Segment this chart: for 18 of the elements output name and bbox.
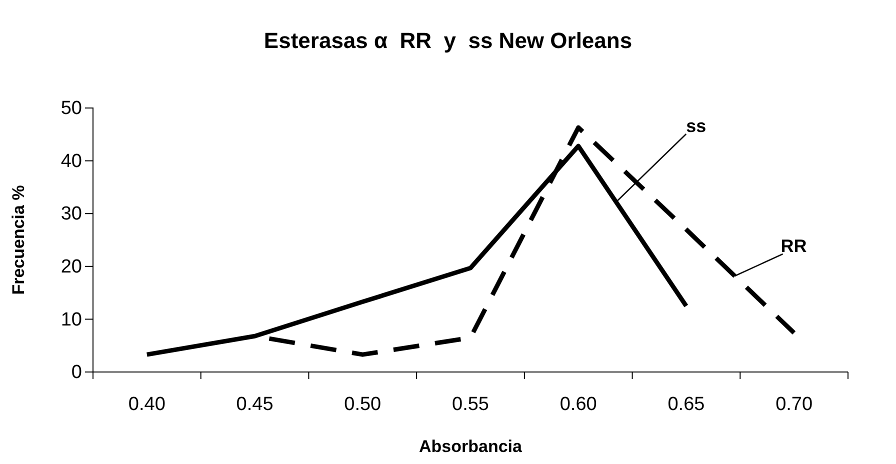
x-tick-label: 0.65 [668,394,705,415]
text: RR [780,236,807,256]
y-tick-label: 20 [60,256,82,278]
y-tick-label: 30 [60,204,82,225]
x-tick-label: 0.60 [560,394,597,415]
y-tick-label: 10 [60,309,82,330]
x-tick-label: 0.50 [344,394,382,415]
chart-title: Esterasas α RR y ss New Orleans [264,28,632,53]
text: ss [686,116,706,136]
y-axis-title: Frecuencia % [9,185,28,295]
x-tick-label: 0.40 [128,394,166,415]
y-tick-label: 0 [71,362,82,384]
y-tick-label: 40 [60,150,82,172]
y-tick-label: 50 [60,98,82,120]
x-tick-label: 0.70 [776,394,813,415]
x-tick-label: 0.55 [452,394,489,415]
x-axis-title: Absorbancia [419,437,523,456]
x-tick-label: 0.45 [236,394,274,415]
